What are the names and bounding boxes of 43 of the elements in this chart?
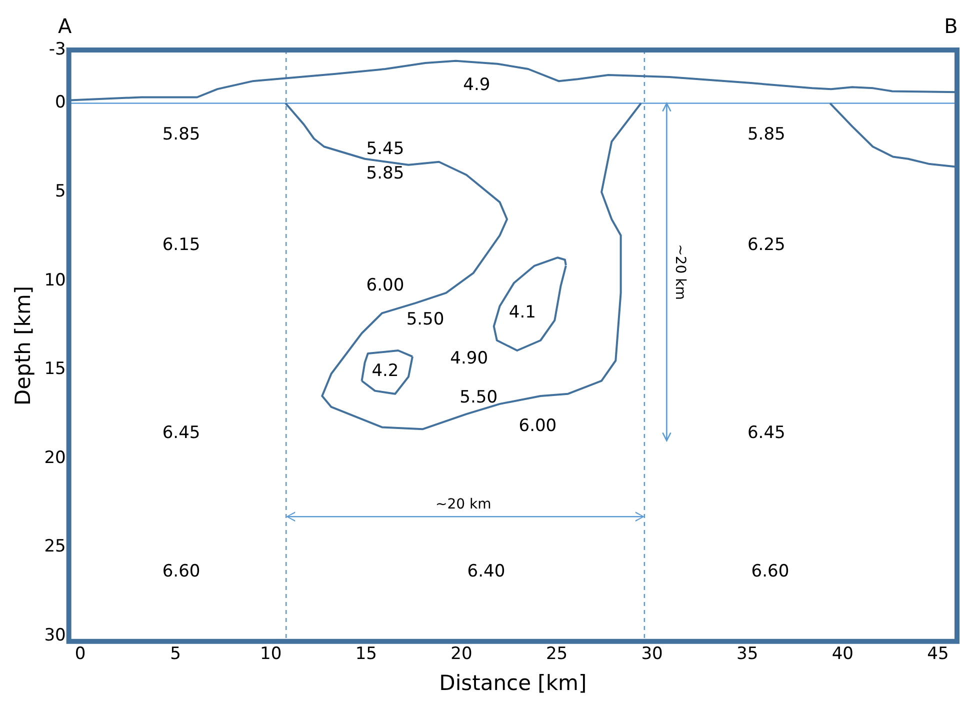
- y-tick-label: 20: [44, 448, 66, 468]
- annotation: 4.1: [508, 302, 536, 322]
- y-tick-label: 5: [55, 182, 66, 202]
- y-tick-label: 0: [55, 92, 66, 113]
- annotation: 5.85: [747, 124, 786, 145]
- x-tick-label: 30: [641, 644, 663, 664]
- annotation: 6.00: [518, 416, 557, 436]
- y-tick-label: 30: [44, 625, 66, 646]
- annotation: 6.40: [467, 562, 506, 582]
- annotation: 6.15: [162, 234, 200, 255]
- annotation: 6.00: [366, 276, 404, 296]
- annotation: ~20 km: [435, 496, 492, 512]
- annotation: 6.25: [747, 234, 786, 255]
- annotation: 6.60: [162, 562, 200, 582]
- x-tick-label: 10: [260, 644, 282, 664]
- annotation: 5.50: [406, 309, 444, 330]
- annotation: 5.50: [460, 388, 498, 408]
- annotation: 5.45: [366, 138, 404, 159]
- text: B: [944, 14, 958, 38]
- annotation: 6.45: [162, 423, 200, 444]
- text: A: [58, 14, 72, 38]
- annotation: 4.2: [372, 360, 399, 381]
- y-tick-label: -3: [48, 39, 66, 60]
- y-axis-title: Depth [km]: [11, 286, 36, 406]
- x-tick-label: 15: [355, 644, 377, 664]
- x-tick-label: 45: [927, 644, 949, 664]
- x-tick-label: 5: [170, 644, 181, 664]
- x-tick-label: 0: [74, 644, 86, 664]
- y-tick-label: 10: [44, 270, 66, 290]
- annotation: 6.60: [751, 562, 790, 582]
- annotation: 6.45: [747, 423, 786, 444]
- annotation: 4.9: [463, 74, 490, 95]
- annotation: ~20 km: [672, 244, 688, 300]
- x-axis-title: Distance [km]: [439, 670, 587, 695]
- annotation: 4.90: [450, 348, 488, 368]
- annotation: 5.85: [162, 124, 200, 145]
- x-tick-label: 40: [832, 644, 854, 664]
- y-tick-label: 15: [44, 359, 66, 380]
- x-tick-label: 35: [736, 644, 758, 664]
- x-tick-label: 25: [546, 644, 568, 664]
- annotation: 5.85: [366, 164, 404, 184]
- y-tick-label: 25: [44, 536, 66, 557]
- x-tick-label: 20: [450, 644, 472, 664]
